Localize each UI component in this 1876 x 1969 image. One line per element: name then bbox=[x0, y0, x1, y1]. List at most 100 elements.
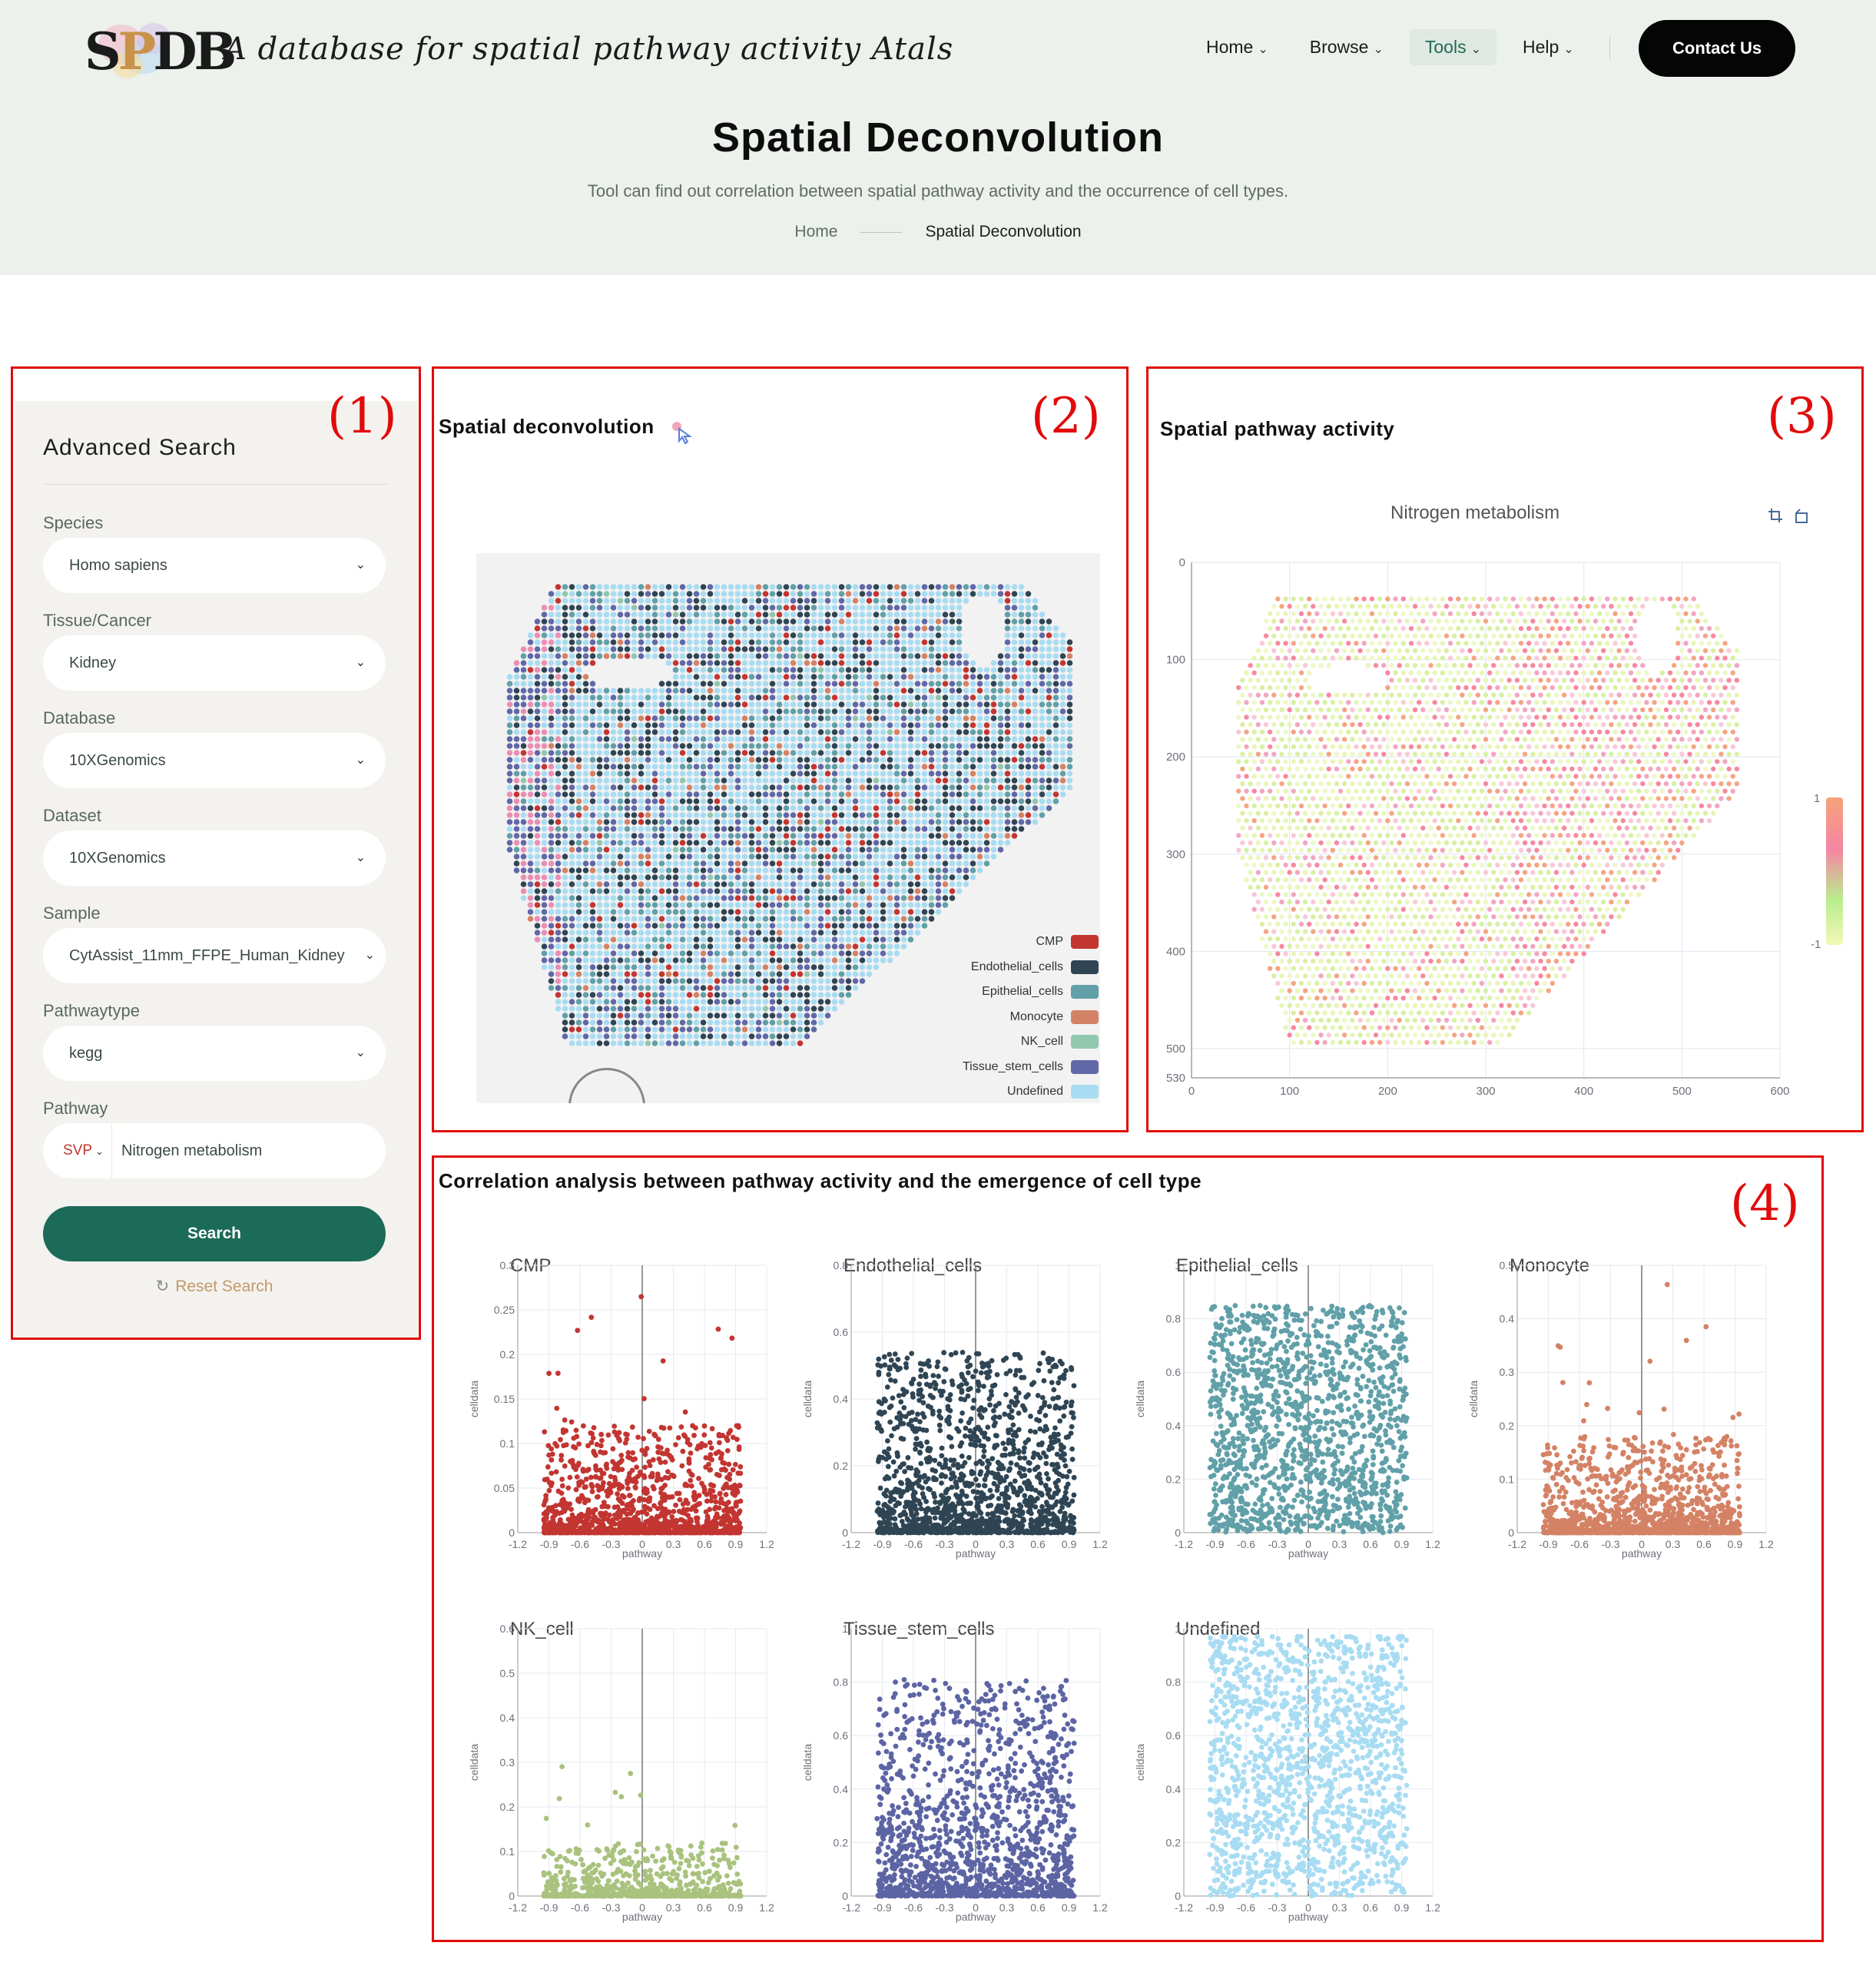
deconvolution-spot bbox=[603, 854, 610, 860]
cursor-click-icon[interactable] bbox=[670, 419, 696, 450]
legend-item[interactable]: Undefined bbox=[945, 1079, 1099, 1105]
deconvolution-spot bbox=[686, 826, 693, 832]
deconvolution-spot bbox=[755, 764, 762, 770]
nav-home[interactable]: Home ⌄ bbox=[1191, 29, 1284, 65]
deconvolution-spot bbox=[741, 618, 748, 625]
breadcrumb-home[interactable]: Home bbox=[794, 223, 838, 240]
deconvolution-spot bbox=[721, 771, 728, 777]
deconvolution-spot bbox=[686, 840, 693, 846]
nav-tools[interactable]: Tools ⌄ bbox=[1409, 29, 1496, 65]
deconvolution-spot bbox=[741, 722, 748, 728]
reset-search-button[interactable]: ↻ Reset Search bbox=[15, 1277, 413, 1296]
deconvolution-spot bbox=[866, 964, 873, 970]
deconvolution-spot bbox=[658, 964, 665, 970]
deconvolution-spot bbox=[866, 923, 873, 929]
deconvolution-spot bbox=[997, 826, 1004, 832]
deconvolution-spot bbox=[1059, 757, 1066, 763]
legend-item[interactable]: Monocyte bbox=[945, 1005, 1099, 1030]
deconvolution-spot bbox=[1046, 729, 1052, 735]
deconvolution-spot bbox=[824, 854, 831, 860]
deconvolution-spot bbox=[762, 1013, 769, 1019]
legend-item[interactable]: CMP bbox=[945, 930, 1099, 955]
deconvolution-spot bbox=[596, 902, 603, 908]
deconvolution-spot bbox=[651, 612, 658, 618]
deconvolution-spot bbox=[914, 930, 921, 936]
deconvolution-spot bbox=[672, 722, 679, 728]
search-button[interactable]: Search bbox=[43, 1206, 386, 1261]
deconvolution-spot bbox=[866, 646, 873, 652]
activity-spot bbox=[1683, 625, 1689, 631]
deconvolution-spot bbox=[596, 923, 603, 929]
species-select[interactable]: Homo sapiens ⌄ bbox=[43, 538, 386, 593]
deconvolution-spot bbox=[748, 1033, 755, 1039]
tissue-select[interactable]: Kidney ⌄ bbox=[43, 635, 386, 691]
deconvolution-spot bbox=[1018, 708, 1025, 714]
deconvolution-spot bbox=[631, 625, 638, 631]
deconvolution-spot bbox=[1032, 805, 1039, 811]
deconvolution-spot bbox=[707, 1040, 714, 1046]
deconvolution-spot bbox=[665, 584, 672, 590]
deconvolution-spot bbox=[679, 888, 686, 894]
deconvolution-spot bbox=[686, 909, 693, 915]
deconvolution-spot bbox=[693, 943, 700, 950]
pathway-prefix-select[interactable]: SVP ⌄ bbox=[43, 1123, 112, 1178]
deconvolution-spot bbox=[1059, 777, 1066, 784]
deconvolution-spot bbox=[638, 584, 645, 590]
deconvolution-spot bbox=[589, 999, 596, 1005]
deconvolution-spot bbox=[638, 784, 645, 791]
deconvolution-spot bbox=[1004, 771, 1011, 777]
nav-browse[interactable]: Browse ⌄ bbox=[1294, 29, 1399, 65]
deconvolution-spot bbox=[790, 971, 797, 977]
nav-help[interactable]: Help ⌄ bbox=[1507, 29, 1589, 65]
deconvolution-spot bbox=[1039, 708, 1046, 714]
legend-item[interactable]: Tissue_stem_cells bbox=[945, 1055, 1099, 1080]
deconvolution-spot bbox=[824, 840, 831, 846]
deconvolution-spot bbox=[568, 757, 575, 763]
activity-spot bbox=[1710, 648, 1716, 654]
deconvolution-spot bbox=[810, 750, 817, 756]
deconvolution-spot bbox=[838, 722, 845, 728]
deconvolution-spot bbox=[700, 681, 707, 687]
restore-icon[interactable] bbox=[1793, 507, 1810, 529]
deconvolution-spot bbox=[824, 978, 831, 984]
deconvolution-spot bbox=[707, 805, 714, 811]
deconvolution-spot bbox=[963, 840, 969, 846]
deconvolution-spot bbox=[783, 750, 790, 756]
activity-spot bbox=[1373, 648, 1379, 654]
deconvolution-spot bbox=[859, 715, 866, 721]
contact-us-button[interactable]: Contact Us bbox=[1639, 20, 1796, 77]
deconvolution-spot bbox=[900, 688, 907, 694]
deconvolution-spot bbox=[707, 591, 714, 597]
sample-select[interactable]: CytAssist_11mm_FFPE_Human_Kidney ⌄ bbox=[43, 928, 386, 983]
pathwaytype-select[interactable]: kegg ⌄ bbox=[43, 1026, 386, 1081]
legend-item[interactable]: Endothelial_cells bbox=[945, 955, 1099, 980]
deconvolution-spot bbox=[568, 812, 575, 818]
deconvolution-spot bbox=[651, 847, 658, 853]
activity-spot bbox=[1400, 596, 1406, 602]
deconvolution-spot bbox=[734, 660, 741, 666]
deconvolution-spot bbox=[776, 736, 783, 742]
database-select[interactable]: 10XGenomics ⌄ bbox=[43, 733, 386, 788]
legend-item[interactable]: Epithelial_cells bbox=[945, 980, 1099, 1005]
deconvolution-spot bbox=[645, 812, 651, 818]
deconvolution-spot bbox=[907, 618, 914, 625]
deconvolution-spot bbox=[1032, 819, 1039, 825]
pathway-input[interactable]: Nitrogen metabolism bbox=[121, 1142, 263, 1159]
deconvolution-spot bbox=[686, 771, 693, 777]
site-logo[interactable]: SPDB A database for spatial pathway acti… bbox=[83, 18, 953, 81]
dataset-select[interactable]: 10XGenomics ⌄ bbox=[43, 830, 386, 886]
deconvolution-spot bbox=[859, 902, 866, 908]
deconvolution-spot bbox=[797, 1013, 804, 1019]
deconvolution-spot bbox=[527, 757, 534, 763]
deconvolution-spot bbox=[741, 888, 748, 894]
deconvolution-spot bbox=[880, 950, 887, 956]
deconvolution-spot bbox=[755, 681, 762, 687]
deconvolution-spot bbox=[817, 625, 824, 631]
deconvolution-spot bbox=[665, 985, 672, 991]
deconvolution-spot bbox=[589, 867, 596, 873]
zoom-icon[interactable] bbox=[1767, 507, 1784, 529]
legend-item[interactable]: NK_cell bbox=[945, 1029, 1099, 1055]
activity-spot bbox=[1440, 596, 1446, 602]
deconvolution-spot bbox=[949, 646, 956, 652]
deconvolution-spot bbox=[555, 992, 562, 998]
